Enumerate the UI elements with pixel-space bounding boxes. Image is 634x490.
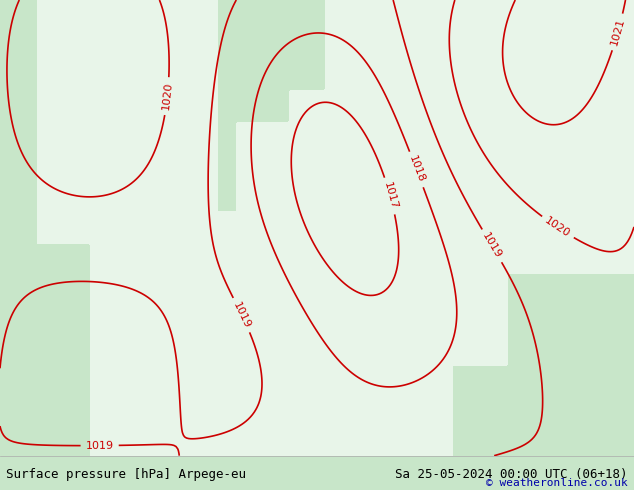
Text: © weatheronline.co.uk: © weatheronline.co.uk — [486, 478, 628, 488]
Text: 1018: 1018 — [407, 154, 426, 184]
Text: 1019: 1019 — [481, 231, 503, 261]
Text: Surface pressure [hPa] Arpege-eu: Surface pressure [hPa] Arpege-eu — [6, 467, 247, 481]
Text: 1020: 1020 — [161, 82, 174, 111]
Text: 1021: 1021 — [609, 17, 626, 47]
Text: 1017: 1017 — [382, 181, 399, 211]
Text: Sa 25-05-2024 00:00 UTC (06+18): Sa 25-05-2024 00:00 UTC (06+18) — [395, 467, 628, 481]
Text: 1019: 1019 — [231, 300, 252, 330]
Text: 1020: 1020 — [543, 216, 572, 240]
Text: 1019: 1019 — [86, 441, 113, 451]
